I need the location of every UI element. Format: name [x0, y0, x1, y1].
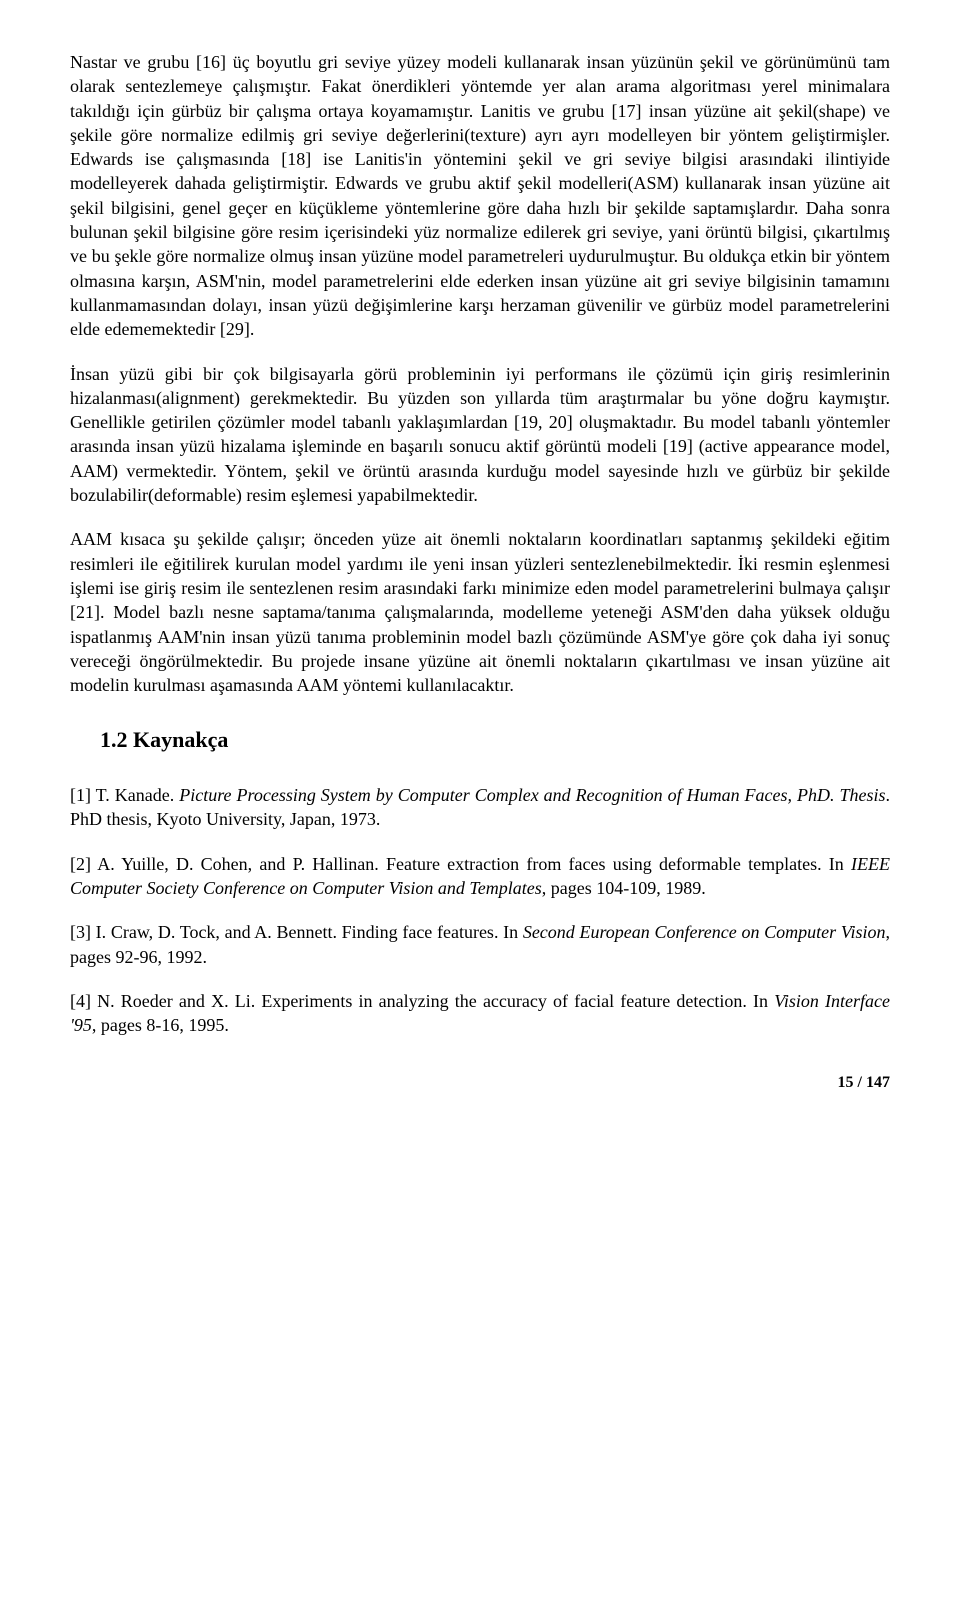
body-paragraph-2: İnsan yüzü gibi bir çok bilgisayarla gör…	[70, 362, 890, 508]
body-paragraph-3: AAM kısaca şu şekilde çalışır; önceden y…	[70, 527, 890, 697]
ref-2-prefix: [2] A. Yuille, D. Cohen, and P. Hallinan…	[70, 854, 851, 874]
ref-4-suffix: , pages 8-16, 1995.	[92, 1015, 229, 1035]
reference-1: [1] T. Kanade. Picture Processing System…	[70, 783, 890, 832]
body-paragraph-1: Nastar ve grubu [16] üç boyutlu gri sevi…	[70, 50, 890, 342]
section-heading-kaynakca: 1.2 Kaynakça	[100, 725, 890, 755]
reference-4: [4] N. Roeder and X. Li. Experiments in …	[70, 989, 890, 1038]
page-number: 15 / 147	[70, 1072, 890, 1094]
ref-3-title: Second European Conference on Computer V…	[523, 922, 886, 942]
reference-2: [2] A. Yuille, D. Cohen, and P. Hallinan…	[70, 852, 890, 901]
ref-1-title: Picture Processing System by Computer Co…	[179, 785, 885, 805]
ref-3-prefix: [3] I. Craw, D. Tock, and A. Bennett. Fi…	[70, 922, 523, 942]
reference-3: [3] I. Craw, D. Tock, and A. Bennett. Fi…	[70, 920, 890, 969]
ref-4-prefix: [4] N. Roeder and X. Li. Experiments in …	[70, 991, 774, 1011]
ref-2-suffix: , pages 104-109, 1989.	[542, 878, 706, 898]
ref-1-prefix: [1] T. Kanade.	[70, 785, 179, 805]
